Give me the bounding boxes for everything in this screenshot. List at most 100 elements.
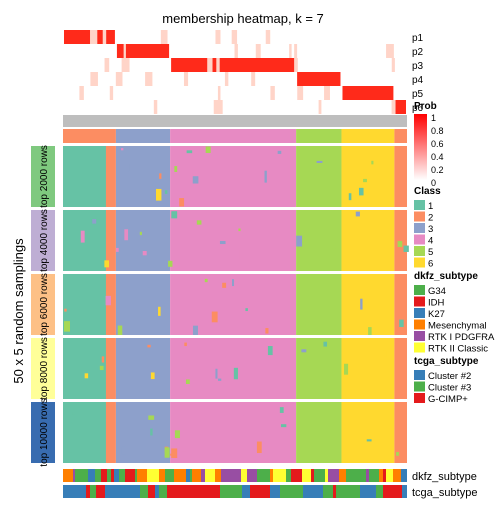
heatmap-noise-cell xyxy=(383,350,387,357)
tcga-subtype-cell xyxy=(68,485,71,498)
heatmap-noise-cell xyxy=(222,282,227,288)
prob-low-cell xyxy=(90,30,98,44)
dkfz-subtype-cell xyxy=(311,469,314,482)
heatmap-noise-cell xyxy=(277,150,282,154)
prob-low-cell xyxy=(121,58,130,72)
heatmap-noise-cell xyxy=(363,178,367,183)
row-group-bar xyxy=(31,338,55,399)
tcga-legend-swatch xyxy=(414,370,425,380)
heatmap-block xyxy=(296,146,342,207)
dkfz-subtype-cell xyxy=(165,469,174,482)
tcga-legend-label: G-CIMP+ xyxy=(428,394,468,405)
heatmap-noise-cell xyxy=(259,389,262,395)
dkfz-subtype-cell xyxy=(135,469,137,482)
prob-low-cell xyxy=(104,58,110,72)
row-group-label: top 4000 rows xyxy=(39,209,50,272)
heatmap-noise-cell xyxy=(174,430,180,439)
prob-low-cell xyxy=(391,100,396,114)
prob-low-cell xyxy=(391,58,395,72)
heatmap-noise-cell xyxy=(301,349,307,353)
prob-row-bg xyxy=(63,86,407,100)
heatmap-noise-cell xyxy=(196,220,202,225)
prob-high-band xyxy=(395,100,406,114)
prob-low-cell xyxy=(207,58,213,72)
dkfz-legend-label: K27 xyxy=(428,309,445,320)
prob-legend-title: Prob xyxy=(414,101,437,112)
dkfz-subtype-cell xyxy=(73,469,75,482)
prob-low-cell xyxy=(123,44,126,58)
dkfz-subtype-cell xyxy=(257,469,270,482)
heatmap-block-class1 xyxy=(63,338,106,399)
tcga-subtype-cell xyxy=(192,485,197,498)
class-legend-label: 2 xyxy=(428,213,433,224)
dkfz-subtype-cell xyxy=(186,469,190,482)
prob-low-cell xyxy=(218,100,223,114)
class-assignment-cell xyxy=(394,129,407,143)
tcga-subtype-cell xyxy=(349,485,360,498)
prob-low-cell xyxy=(102,30,107,44)
dkfz-subtype-cell xyxy=(63,469,73,482)
heatmap-noise-cell xyxy=(205,146,211,153)
class-legend-swatch xyxy=(414,211,425,222)
tcga-subtype-cell xyxy=(270,485,280,498)
heatmap-noise-cell xyxy=(211,311,218,323)
heatmap-noise-cell xyxy=(127,163,130,172)
heatmap-noise-cell xyxy=(244,308,248,312)
dkfz-subtype-cell xyxy=(328,469,339,482)
heatmap-noise-cell xyxy=(241,415,244,428)
prob-low-cell xyxy=(216,58,220,72)
dkfz-subtype-cell xyxy=(401,469,407,482)
tcga-subtype-cell xyxy=(86,485,90,498)
dkfz-subtype-cell xyxy=(114,469,119,482)
heatmap-block xyxy=(170,146,297,207)
heatmap-noise-cell xyxy=(264,170,267,183)
tcga-subtype-cell xyxy=(77,485,86,498)
prob-row-label: p5 xyxy=(412,89,424,100)
dkfz-subtype-cell xyxy=(247,469,257,482)
heatmap-block xyxy=(394,146,407,207)
prob-row-bg xyxy=(63,72,407,86)
prob-low-cell xyxy=(265,30,271,44)
prob-row-label: p4 xyxy=(412,75,424,86)
dkfz-subtype-cell xyxy=(386,469,393,482)
heatmap-noise-cell xyxy=(147,344,151,348)
heatmap-noise-cell xyxy=(280,424,287,428)
y-axis-label: 50 x 5 random samplings xyxy=(11,238,26,384)
dkfz-subtype-cell xyxy=(291,469,302,482)
dkfz-subtype-cell xyxy=(145,469,147,482)
dkfz-legend-label: G34 xyxy=(428,286,446,297)
prob-high-band xyxy=(116,44,170,58)
tcga-annotation-label: tcga_subtype xyxy=(412,487,477,499)
dkfz-subtype-cell xyxy=(101,469,107,482)
dkfz-subtype-cell xyxy=(379,469,383,482)
prob-low-cell xyxy=(255,44,261,58)
heatmap-noise-cell xyxy=(304,380,307,393)
tcga-subtype-cell xyxy=(148,485,155,498)
class-assignment-cell xyxy=(341,129,395,143)
heatmap-noise-cell xyxy=(358,187,364,196)
prob-low-cell xyxy=(294,44,298,58)
group-separator xyxy=(63,207,407,210)
heatmap-noise-cell xyxy=(159,173,162,179)
heatmap-noise-cell xyxy=(179,198,185,207)
dkfz-subtype-cell xyxy=(383,469,386,482)
prob-low-cell xyxy=(294,58,298,72)
tcga-subtype-cell xyxy=(71,485,77,498)
heatmap-noise-cell xyxy=(217,378,222,381)
class-legend-label: 3 xyxy=(428,224,433,235)
prob-low-cell xyxy=(224,72,229,86)
class-legend-title: Class xyxy=(414,186,441,197)
heatmap-noise-cell xyxy=(344,363,349,375)
tcga-subtype-cell xyxy=(390,485,400,498)
tcga-legend-label: Cluster #2 xyxy=(428,371,471,382)
class-annotation-bar xyxy=(63,115,407,127)
dkfz-annotation-label: dkfz_subtype xyxy=(412,471,477,483)
heatmap-block-class1 xyxy=(63,274,106,335)
prob-low-cell xyxy=(145,72,153,86)
heatmap-block-class1 xyxy=(63,146,106,207)
class-legend-swatch xyxy=(414,257,425,268)
prob-tick-label: 0.8 xyxy=(431,126,444,136)
group-separator xyxy=(63,399,407,402)
tcga-subtype-cell xyxy=(109,485,122,498)
heatmap-noise-cell xyxy=(116,247,119,252)
